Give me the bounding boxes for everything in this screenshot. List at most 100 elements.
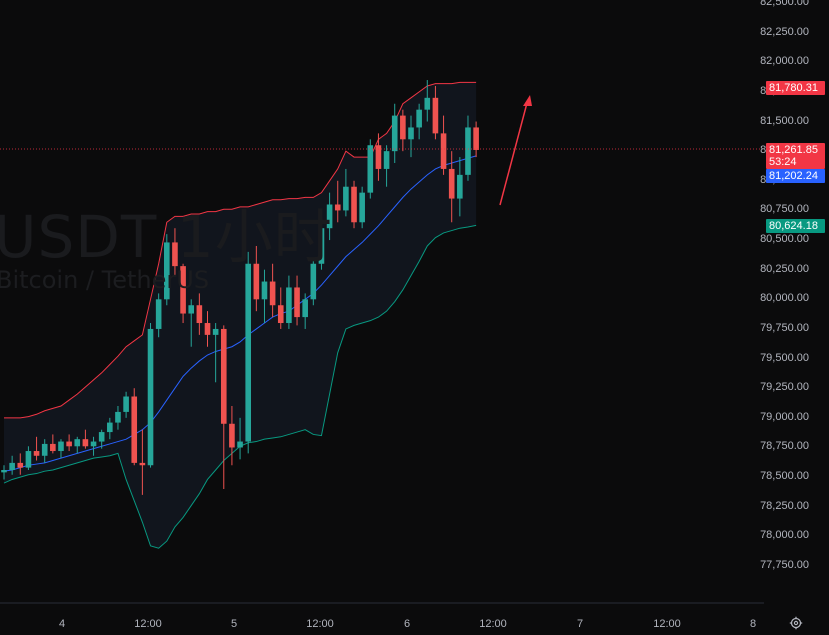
y-tick-label: 79,250.00 (760, 381, 809, 394)
candle-body (391, 115, 398, 152)
y-tick-label: 82,000.00 (760, 55, 809, 68)
candle-body (1, 469, 7, 473)
x-tick-label: 12:00 (479, 618, 507, 630)
pair-watermark: Bitcoin / TetherUS (0, 266, 210, 294)
candle-body (188, 305, 195, 314)
candle (1, 465, 7, 480)
bollinger-middle-line (3, 155, 477, 472)
candle (375, 133, 382, 181)
candle (359, 186, 365, 229)
candle-body (155, 299, 162, 329)
lower-band-price-badge: 80,624.18 (766, 219, 825, 233)
candle-body (123, 396, 129, 412)
bollinger-area (4, 82, 477, 549)
y-tick-label: 80,750.00 (760, 203, 809, 216)
y-tick-label: 80,250.00 (760, 262, 809, 275)
x-tick-label: 4 (58, 618, 66, 630)
candle-body (440, 133, 447, 169)
candle (465, 115, 471, 181)
candle-body (50, 443, 56, 452)
candle (25, 446, 32, 470)
candle-body (17, 462, 24, 468)
candle (343, 168, 349, 217)
candle (269, 263, 276, 318)
candle (98, 429, 105, 449)
x-tick-label: 8 (749, 618, 757, 630)
bollinger-fill (4, 82, 477, 549)
candle-body (41, 443, 48, 456)
candle-body (253, 263, 260, 300)
candle (432, 85, 439, 140)
y-tick-label: 78,000.00 (760, 529, 809, 542)
candle (115, 405, 121, 430)
candle-body (326, 204, 333, 229)
candle-body (400, 115, 406, 140)
y-tick-label: 80,500.00 (760, 233, 809, 246)
candle (58, 439, 64, 459)
candle-body (269, 281, 276, 306)
candle (424, 80, 431, 122)
candle (286, 275, 292, 329)
candle-body (237, 441, 243, 448)
candle (147, 323, 154, 468)
candle-body (294, 287, 300, 318)
current-price-badge: 81,261.85 53:24 (766, 143, 825, 169)
candle (245, 251, 251, 454)
candle-body (220, 328, 227, 424)
candle-body (245, 263, 251, 442)
candle (164, 234, 170, 306)
candle-body (465, 127, 471, 175)
symbol-watermark: USDT 1小时 (0, 203, 333, 271)
candle (17, 453, 24, 475)
candle-body (82, 439, 89, 447)
y-tick-label: 78,750.00 (760, 440, 809, 453)
y-tick-label: 79,750.00 (760, 321, 809, 334)
candle (457, 157, 463, 217)
candle-body (147, 328, 154, 466)
candle-body (367, 145, 374, 193)
candle (302, 293, 308, 329)
candle (383, 145, 390, 187)
candle-body (9, 462, 15, 470)
up-arrow-annotation[interactable] (499, 95, 532, 206)
candle (50, 434, 56, 454)
candle-body (98, 432, 105, 442)
upper-band-price-badge: 81,780.31 (766, 81, 825, 95)
y-tick-label: 82,500.00 (760, 0, 809, 8)
candle (139, 429, 146, 495)
candle (123, 391, 129, 418)
y-tick-label: 79,000.00 (760, 410, 809, 423)
candle-body (424, 97, 431, 110)
candle (172, 228, 178, 276)
candle (351, 180, 357, 229)
candle (253, 245, 260, 312)
candle-body (115, 411, 121, 423)
candle (212, 323, 219, 383)
candle (448, 151, 455, 223)
candle (408, 115, 414, 158)
candle-body (457, 174, 463, 199)
candle (367, 139, 374, 199)
candle-body (25, 451, 32, 468)
candle-body (277, 305, 284, 324)
candle-body (172, 242, 178, 267)
candle (326, 192, 333, 241)
candle-countdown: 53:24 (769, 156, 797, 168)
candle (66, 434, 72, 452)
candle-body (33, 451, 40, 456)
candle-body (383, 151, 390, 169)
candle (9, 455, 15, 475)
settings-gear-icon[interactable] (789, 616, 803, 630)
candle (400, 109, 406, 152)
candle-body (139, 462, 146, 466)
candle (310, 257, 317, 306)
current-price: 81,261.85 (769, 144, 818, 156)
y-tick-label: 78,250.00 (760, 499, 809, 512)
candle (237, 417, 243, 460)
candle (41, 439, 48, 463)
candle (204, 311, 211, 347)
y-tick-label: 77,750.00 (760, 559, 809, 571)
candle (188, 299, 195, 347)
candle (318, 216, 325, 270)
